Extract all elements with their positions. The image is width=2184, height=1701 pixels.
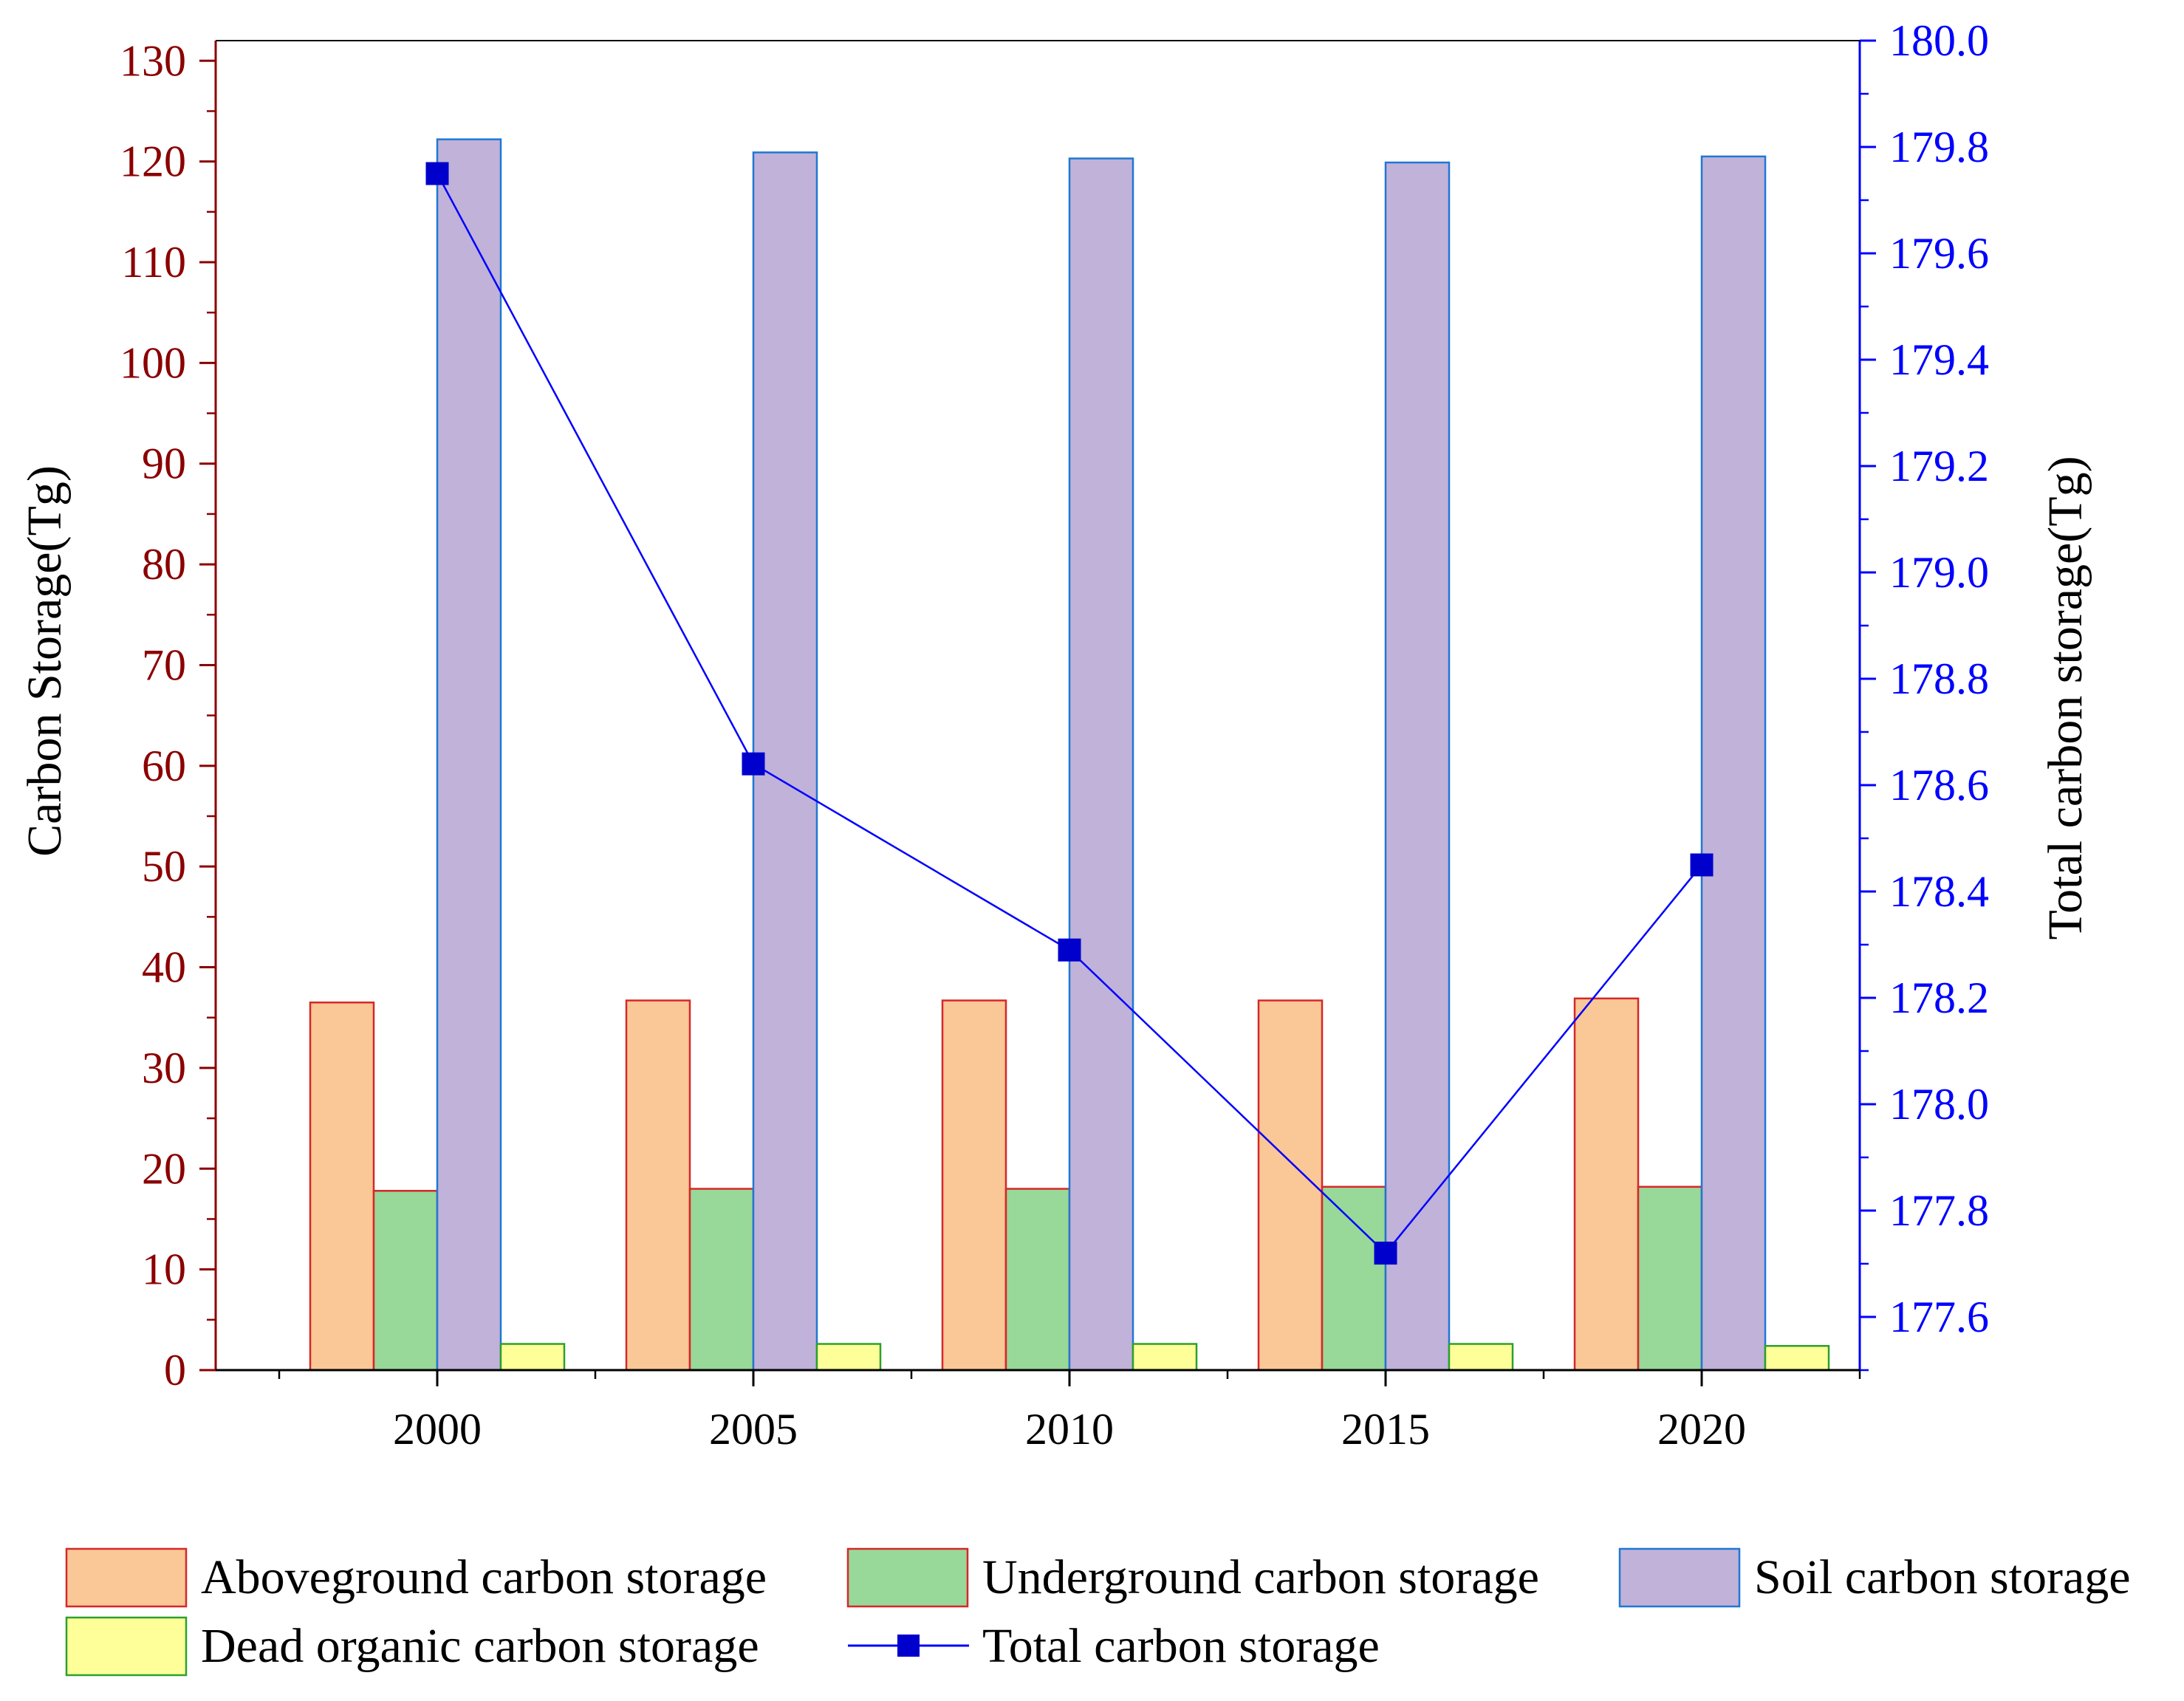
bar-aboveground-carbon-storage-2000: [309, 1002, 375, 1372]
y-tick-label-right-179.4: 179.4: [1889, 335, 1989, 384]
y-tick-label-right-177.8: 177.8: [1889, 1186, 1989, 1235]
legend-label-dead-organic-carbon-storage: Dead organic carbon storage: [201, 1619, 759, 1673]
bar-underground-carbon-storage-2005: [688, 1188, 755, 1372]
y-axis-title-left: Carbon Storage(Tg): [18, 465, 72, 857]
y-tick-label-right-178.4: 178.4: [1889, 867, 1989, 916]
bar-underground-carbon-storage-2015: [1321, 1185, 1387, 1372]
y-axis-title-right: Total carbon storage(Tg): [2038, 456, 2092, 940]
bar-aboveground-carbon-storage-2010: [941, 999, 1007, 1372]
y-tick-label-left-120: 120: [120, 137, 186, 186]
bar-underground-carbon-storage-2020: [1637, 1185, 1703, 1372]
total-point-2015: [1374, 1242, 1397, 1265]
bar-dead-organic-carbon-storage-2015: [1448, 1343, 1514, 1372]
y-tick-label-left-110: 110: [121, 238, 186, 287]
y-tick-label-right-178.2: 178.2: [1889, 973, 1989, 1022]
legend: Aboveground carbon storage Underground ca…: [65, 1547, 2131, 1677]
bars-group: [309, 138, 1830, 1372]
y-tick-label-left-40: 40: [142, 943, 186, 992]
x-tick-label-2020: 2020: [1657, 1405, 1746, 1454]
legend-swatch-underground-carbon-storage: [846, 1547, 969, 1608]
y-tick-label-left-130: 130: [120, 36, 186, 85]
bar-dead-organic-carbon-storage-2000: [499, 1343, 566, 1372]
x-tick-label-2005: 2005: [709, 1405, 798, 1454]
legend-label-underground-carbon-storage: Underground carbon storage: [982, 1550, 1539, 1604]
bar-aboveground-carbon-storage-2005: [625, 999, 691, 1372]
y-tick-label-left-50: 50: [142, 842, 186, 891]
total-point-2005: [742, 752, 765, 776]
y-tick-label-right-179.6: 179.6: [1889, 229, 1989, 278]
y-tick-label-left-20: 20: [142, 1144, 186, 1193]
bar-dead-organic-carbon-storage-2005: [815, 1343, 882, 1372]
y-tick-label-left-10: 10: [142, 1245, 186, 1294]
total-point-2000: [425, 162, 449, 185]
y-tick-label-left-90: 90: [142, 439, 186, 488]
total-point-2010: [1058, 938, 1081, 962]
x-tick-label-2000: 2000: [393, 1405, 482, 1454]
axes-group: 0 10 20 30 40 50 60 70 80 90 100 110 120 130 177.6 177.…: [120, 16, 1989, 1454]
legend-label-soil-carbon-storage: Soil carbon storage: [1754, 1550, 2131, 1604]
total-line-group: [425, 162, 1714, 1265]
total-point-2020: [1690, 853, 1714, 877]
bar-underground-carbon-storage-2010: [1004, 1188, 1071, 1372]
y-tick-label-left-60: 60: [142, 742, 186, 790]
y-tick-label-right-180.0: 180.0: [1889, 16, 1989, 65]
y-tick-label-left-70: 70: [142, 640, 186, 689]
bar-aboveground-carbon-storage-2020: [1573, 997, 1640, 1372]
legend-label-total-carbon-storage: Total carbon storage: [982, 1619, 1380, 1673]
x-tick-label-2015: 2015: [1341, 1405, 1430, 1454]
legend-marker-total: [897, 1635, 920, 1657]
y-tick-label-right-177.6: 177.6: [1889, 1293, 1989, 1341]
y-tick-label-right-178.6: 178.6: [1889, 761, 1989, 810]
bar-aboveground-carbon-storage-2015: [1257, 999, 1324, 1372]
bar-soil-carbon-storage-2000: [436, 138, 502, 1372]
x-tick-label-2010: 2010: [1025, 1405, 1114, 1454]
legend-swatch-dead-organic-carbon-storage: [65, 1616, 188, 1677]
y-tick-label-right-179.8: 179.8: [1889, 123, 1989, 171]
bar-soil-carbon-storage-2020: [1700, 155, 1767, 1372]
bar-dead-organic-carbon-storage-2020: [1764, 1345, 1830, 1372]
bar-soil-carbon-storage-2015: [1384, 161, 1451, 1372]
y-tick-label-left-30: 30: [142, 1044, 186, 1092]
y-tick-label-right-179.0: 179.0: [1889, 548, 1989, 597]
bar-underground-carbon-storage-2000: [372, 1190, 439, 1372]
bar-dead-organic-carbon-storage-2010: [1132, 1343, 1198, 1372]
y-tick-label-right-178.8: 178.8: [1889, 654, 1989, 703]
y-tick-label-right-179.2: 179.2: [1889, 442, 1989, 490]
y-tick-label-left-100: 100: [120, 338, 186, 387]
legend-swatch-aboveground-carbon-storage: [65, 1547, 188, 1608]
bar-soil-carbon-storage-2010: [1068, 157, 1134, 1372]
legend-swatch-soil-carbon-storage: [1618, 1547, 1741, 1608]
y-tick-label-left-80: 80: [142, 540, 186, 589]
y-tick-label-left-0: 0: [164, 1346, 186, 1394]
y-tick-label-right-178.0: 178.0: [1889, 1080, 1989, 1129]
legend-label-aboveground-carbon-storage: Aboveground carbon storage: [201, 1550, 767, 1604]
